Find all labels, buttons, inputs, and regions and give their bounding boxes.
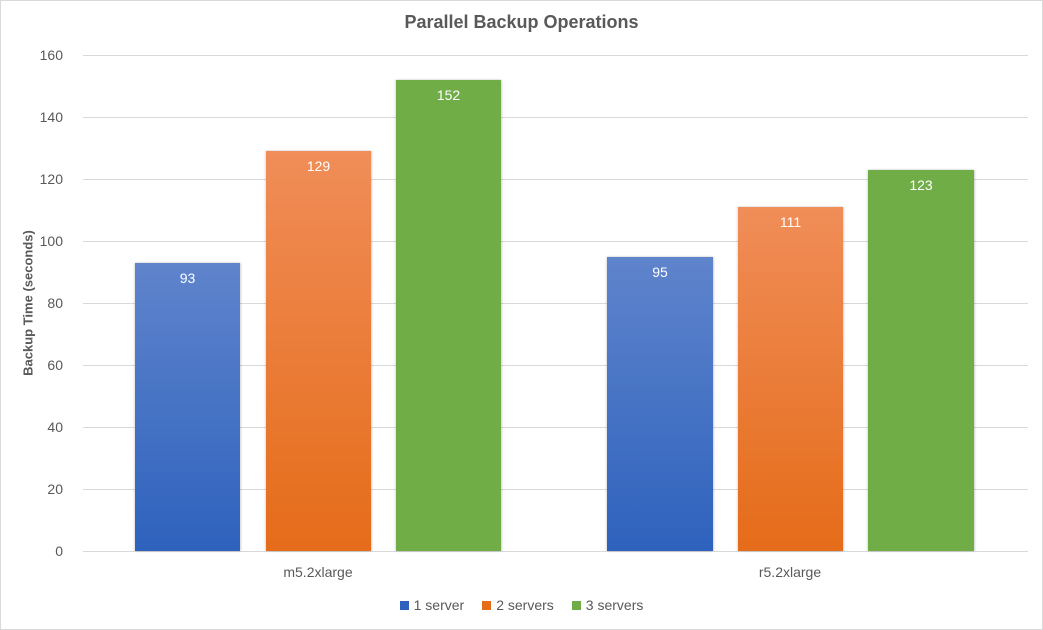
legend: 1 server 2 servers 3 servers bbox=[0, 597, 1043, 613]
x-axis-baseline bbox=[83, 551, 1028, 552]
bar-r5-2-servers[interactable]: 111 bbox=[738, 207, 843, 551]
y-tick-40: 40 bbox=[47, 419, 63, 435]
gridline-80 bbox=[83, 303, 1028, 304]
gridline-60 bbox=[83, 365, 1028, 366]
y-tick-0: 0 bbox=[55, 543, 63, 559]
plot-area: 93 129 152 95 111 123 bbox=[83, 55, 1028, 552]
x-tick-r5-2xlarge: r5.2xlarge bbox=[758, 564, 822, 580]
gridline-100 bbox=[83, 241, 1028, 242]
bar-m5-3-servers[interactable]: 152 bbox=[396, 80, 501, 551]
legend-item-3-servers[interactable]: 3 servers bbox=[571, 597, 644, 613]
legend-item-1-server[interactable]: 1 server bbox=[399, 597, 465, 613]
data-label: 129 bbox=[306, 158, 331, 174]
legend-label: 2 servers bbox=[496, 597, 554, 613]
legend-label: 1 server bbox=[413, 597, 465, 613]
chart-title: Parallel Backup Operations bbox=[404, 12, 639, 32]
data-label: 152 bbox=[436, 87, 461, 103]
gridline-40 bbox=[83, 427, 1028, 428]
bar-m5-2-servers[interactable]: 129 bbox=[266, 151, 371, 551]
y-tick-140: 140 bbox=[39, 109, 63, 125]
data-label: 111 bbox=[779, 214, 802, 230]
y-tick-120: 120 bbox=[39, 171, 63, 187]
legend-swatch-icon bbox=[571, 600, 581, 610]
y-tick-100: 100 bbox=[39, 233, 63, 249]
legend-label: 3 servers bbox=[585, 597, 644, 613]
legend-swatch-icon bbox=[482, 600, 492, 610]
x-tick-m5-2xlarge: m5.2xlarge bbox=[283, 564, 353, 580]
legend-swatch-icon bbox=[399, 600, 409, 610]
y-tick-60: 60 bbox=[47, 357, 63, 373]
data-label: 95 bbox=[652, 264, 668, 280]
legend-item-2-servers[interactable]: 2 servers bbox=[482, 597, 554, 613]
bar-r5-3-servers[interactable]: 123 bbox=[868, 170, 974, 551]
bar-r5-1-server[interactable]: 95 bbox=[607, 257, 713, 551]
bar-m5-1-server[interactable]: 93 bbox=[135, 263, 240, 551]
y-tick-80: 80 bbox=[47, 295, 63, 311]
gridline-160 bbox=[83, 55, 1028, 56]
gridline-140 bbox=[83, 117, 1028, 118]
y-tick-160: 160 bbox=[39, 47, 63, 63]
data-label: 93 bbox=[179, 270, 196, 286]
gridline-20 bbox=[83, 489, 1028, 490]
gridline-120 bbox=[83, 179, 1028, 180]
data-label: 123 bbox=[909, 177, 933, 193]
y-tick-20: 20 bbox=[47, 481, 63, 497]
